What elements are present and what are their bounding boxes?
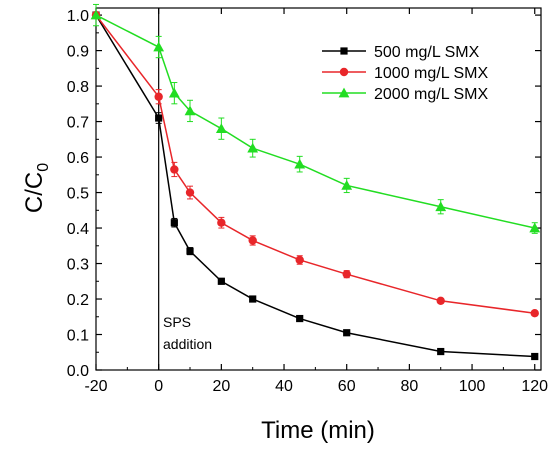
data-point-triangle: [168, 87, 180, 98]
x-tick-label: 100: [459, 378, 486, 395]
data-point-triangle: [90, 9, 102, 20]
legend-item: 500 mg/L SMX: [322, 44, 480, 61]
data-point-circle: [339, 67, 349, 77]
data-point-square: [343, 329, 351, 337]
data-point-circle: [342, 269, 351, 279]
data-point-triangle: [435, 201, 447, 212]
data-point-triangle: [153, 41, 165, 52]
legend-label: 500 mg/L SMX: [374, 44, 480, 61]
sps-annotation-line1: SPS: [163, 314, 191, 330]
x-tick-label: 40: [275, 378, 293, 395]
legend-item: 1000 mg/L SMX: [322, 65, 488, 82]
sps-annotation-line2: addition: [163, 336, 212, 352]
legend-label: 1000 mg/L SMX: [374, 65, 488, 82]
data-point-circle: [530, 309, 539, 318]
data-point-square: [170, 219, 178, 227]
series-layer: [90, 3, 541, 361]
y-tick-label: 0.2: [67, 292, 89, 309]
data-point-triangle: [184, 105, 196, 116]
data-point-triangle: [529, 222, 541, 233]
data-point-square: [155, 114, 163, 122]
y-axis-title: C/C0: [21, 163, 52, 213]
x-tick-label: 20: [212, 378, 230, 395]
data-point-circle: [170, 165, 179, 174]
x-tick-label: -20: [84, 378, 107, 395]
legend-label: 2000 mg/L SMX: [374, 86, 488, 103]
data-point-triangle: [294, 158, 306, 169]
series-group: [92, 11, 539, 361]
data-point-circle: [248, 236, 257, 245]
data-point-circle: [185, 188, 195, 197]
data-point-circle: [436, 296, 445, 305]
data-point-square: [186, 247, 194, 255]
y-axis-title-sub: 0: [35, 163, 52, 172]
data-point-circle: [295, 255, 304, 265]
data-point-triangle: [215, 123, 227, 133]
series-group: [90, 3, 541, 234]
series-line: [95, 14, 535, 229]
y-axis-title-main: C/C: [21, 172, 48, 213]
y-tick-label: 0.3: [67, 257, 89, 274]
x-tick-label: 80: [400, 378, 418, 395]
data-point-square: [249, 295, 257, 303]
data-point-triangle: [341, 180, 353, 190]
y-tick-label: 0.8: [67, 79, 89, 96]
data-point-circle: [217, 218, 226, 227]
y-tick-label: 0.0: [67, 363, 89, 380]
y-tick-label: 0.4: [67, 221, 89, 238]
x-tick-label: 120: [521, 378, 548, 395]
y-tick-label: 0.1: [67, 328, 89, 345]
data-point-square: [296, 314, 304, 323]
data-point-square: [531, 352, 539, 361]
data-point-circle: [154, 92, 163, 101]
series-line: [95, 14, 535, 314]
data-point-square: [217, 277, 225, 285]
data-point-triangle: [338, 87, 350, 98]
y-tick-label: 0.6: [67, 150, 89, 167]
x-axis-title: Time (min): [261, 417, 375, 444]
plot-frame: [95, 7, 542, 371]
legend-item: 2000 mg/L SMX: [322, 86, 488, 103]
data-point-triangle: [247, 142, 259, 153]
legend: 500 mg/L SMX 1000 mg/L SMX 2000 mg/L SMX: [322, 44, 488, 103]
data-point-square: [340, 47, 348, 55]
x-tick-label: 60: [338, 378, 356, 395]
y-tick-label: 0.7: [67, 115, 89, 132]
series-line: [95, 14, 535, 358]
y-tick-label: 0.5: [67, 186, 89, 203]
x-tick-label: 0: [154, 378, 163, 395]
axis-tick-labels: -20 0 20 40 60 80 100 120 0.0 0.1 0.2 0.3 0.4 0.5 0.6 0…: [67, 8, 548, 395]
y-tick-label: 1.0: [67, 8, 89, 25]
data-point-square: [437, 347, 445, 356]
y-tick-label: 0.9: [67, 44, 89, 61]
